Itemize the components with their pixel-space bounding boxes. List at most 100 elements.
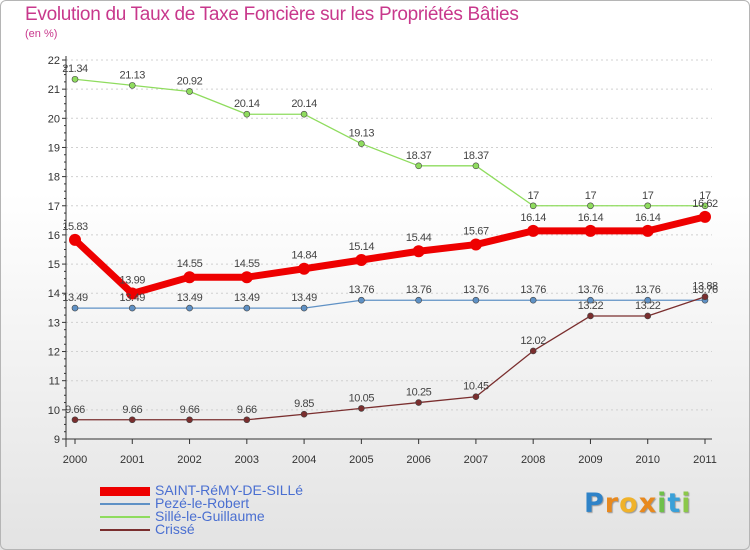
data-label: 9.66 (237, 404, 257, 416)
y-tick-label: 11 (49, 376, 60, 388)
x-tick-label: 2001 (120, 454, 144, 466)
data-point (298, 262, 311, 275)
data-label: 13.88 (692, 281, 718, 293)
data-point (701, 202, 709, 210)
chart-title: Evolution du Taux de Taxe Foncière sur l… (25, 4, 519, 25)
data-point (415, 296, 422, 304)
legend-item-peze: Pezé-le-Robert (100, 495, 303, 511)
data-label: 21.34 (62, 63, 88, 75)
data-point (644, 296, 652, 304)
data-label: 12.02 (520, 335, 546, 347)
data-label: 13.76 (406, 284, 432, 296)
logo-letter: i (657, 488, 668, 519)
y-tick-label: 22 (48, 55, 60, 67)
data-label: 20.92 (177, 75, 203, 87)
logo-letter: t (667, 488, 682, 519)
logo-letter: o (619, 488, 639, 519)
data-point (126, 287, 139, 300)
y-tick-label: 12 (48, 347, 60, 359)
series-line (71, 213, 709, 298)
data-label: 17 (527, 190, 539, 202)
data-label: 15.83 (62, 221, 88, 233)
data-label: 15.44 (406, 232, 432, 244)
logo-letter: x (638, 488, 658, 519)
x-tick-label: 2009 (578, 454, 602, 466)
data-label: 20.14 (291, 98, 317, 110)
data-label: 14.55 (177, 258, 203, 270)
data-point (529, 296, 537, 304)
data-label: 16.14 (578, 212, 604, 224)
data-point (300, 110, 308, 118)
data-point (71, 416, 79, 424)
data-point (415, 399, 422, 406)
data-label: 13.49 (291, 292, 317, 304)
data-label: 9.66 (65, 404, 85, 416)
y-tick-label: 14 (48, 288, 60, 300)
data-point (355, 253, 368, 266)
y-tick-label: 16 (48, 230, 60, 242)
data-label: 10.45 (463, 381, 489, 393)
data-label: 9.66 (180, 404, 200, 416)
data-point (71, 304, 79, 312)
x-tick-label: 2008 (521, 454, 545, 466)
data-label: 13.49 (234, 292, 260, 304)
data-point (300, 410, 308, 418)
legend: SAINT-RéMY-DE-SILLé Pezé-le-Robert Sillé… (100, 482, 304, 536)
legend-label: SAINT-RéMY-DE-SILLé (155, 482, 304, 498)
data-point (358, 296, 365, 304)
y-tick-label: 19 (48, 142, 60, 154)
data-point (300, 304, 308, 312)
legend-label: Sillé-le-Guillaume (155, 508, 265, 524)
data-label: 13.49 (62, 292, 88, 304)
data-point (587, 296, 594, 304)
data-point (128, 416, 136, 424)
data-label: 13.76 (463, 284, 489, 296)
data-point (243, 110, 251, 118)
data-label: 15.67 (463, 226, 489, 238)
y-tick-label: 20 (48, 113, 60, 125)
data-point (186, 88, 193, 95)
data-label: 13.76 (520, 284, 546, 296)
legend-swatch (100, 516, 150, 518)
x-tick-label: 2000 (63, 454, 87, 466)
data-label: 9.66 (122, 404, 142, 416)
y-tick-label: 17 (48, 201, 60, 213)
data-label: 13.76 (349, 284, 375, 296)
series-line (74, 78, 706, 207)
data-label: 16.14 (635, 212, 661, 224)
data-label: 13.22 (635, 300, 661, 312)
data-label: 13.49 (177, 292, 203, 304)
data-label: 18.37 (406, 150, 432, 162)
data-point (472, 393, 480, 401)
data-label: 19.13 (349, 128, 375, 140)
data-point (644, 312, 652, 320)
data-point (358, 405, 365, 412)
data-label: 14.84 (291, 250, 317, 262)
chart-subtitle: (en %) (25, 28, 58, 40)
legend-label: Pezé-le-Robert (155, 495, 250, 511)
series-line (74, 299, 706, 309)
x-tick-label: 2005 (349, 454, 373, 466)
data-label: 14.55 (234, 258, 260, 270)
data-point (186, 416, 193, 424)
y-tick-label: 9 (54, 434, 60, 446)
data-label: 10.25 (406, 387, 432, 399)
logo-letter: r (604, 488, 620, 519)
legend-item-sille: Sillé-le-Guillaume (100, 508, 303, 524)
data-label: 13.22 (578, 300, 604, 312)
data-label: 13.49 (120, 292, 146, 304)
logo-letter: i (681, 488, 692, 519)
data-point (240, 271, 253, 284)
x-tick-label: 2004 (292, 454, 316, 466)
proxiti-logo: Proxiti (584, 488, 692, 519)
data-label: 13.99 (120, 275, 146, 287)
data-point (472, 296, 480, 304)
data-point (529, 202, 537, 210)
x-tick-label: 2007 (464, 454, 488, 466)
x-tick-label: 2002 (177, 454, 201, 466)
data-point (183, 271, 196, 284)
data-label: 10.05 (349, 392, 375, 404)
logo-letter: P (584, 488, 605, 519)
